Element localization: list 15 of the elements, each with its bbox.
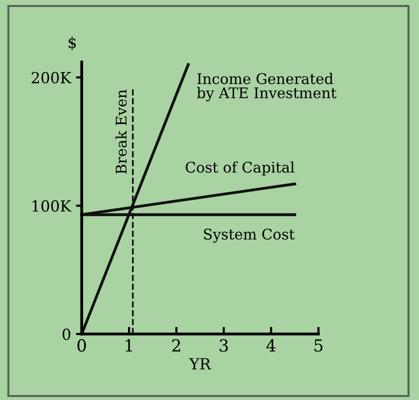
x-tick-label: 1 xyxy=(126,339,132,352)
y-axis-title: $ xyxy=(68,36,76,50)
y-tick-label: 100K xyxy=(32,200,72,212)
x-axis-title: YR xyxy=(189,358,212,370)
y-tick-label: 200K xyxy=(32,72,72,84)
x-tick-label: 5 xyxy=(314,339,322,352)
series-label: Income Generated by ATE Investment xyxy=(196,72,336,102)
x-tick-label: 3 xyxy=(220,339,228,352)
x-tick-label: 4 xyxy=(266,339,276,352)
x-tick-label: 0 xyxy=(78,339,86,352)
y-tick-label: 0 xyxy=(62,328,70,340)
x-tick-label: 2 xyxy=(172,339,180,352)
ref-line-label: Break Even xyxy=(115,90,127,174)
series-label: Cost of Capital xyxy=(186,161,294,176)
series-label: System Cost xyxy=(204,228,295,243)
